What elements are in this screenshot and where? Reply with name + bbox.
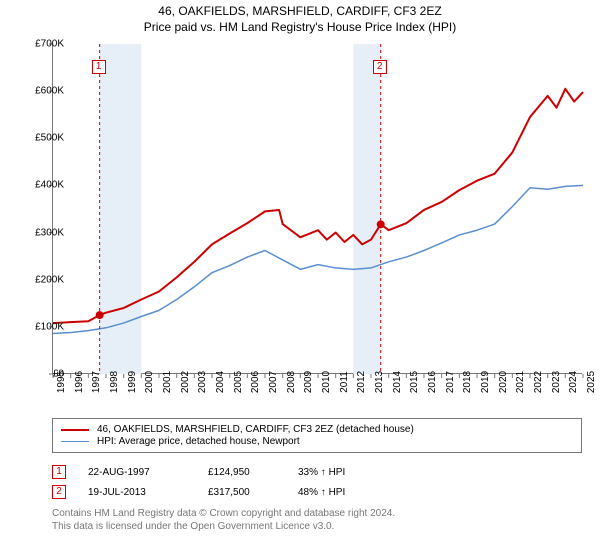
- sale-marker-2: 2: [373, 60, 387, 74]
- legend-swatch-hpi: [61, 441, 89, 442]
- legend: 46, OAKFIELDS, MARSHFIELD, CARDIFF, CF3 …: [52, 418, 582, 453]
- x-tick-label: 1996: [74, 371, 85, 393]
- sale-date-2: 19-JUL-2013: [88, 487, 208, 498]
- x-tick-label: 2015: [409, 371, 420, 393]
- x-tick-label: 2016: [427, 371, 438, 393]
- x-tick-label: 1997: [91, 371, 102, 393]
- sale-date-1: 22-AUG-1997: [88, 467, 208, 478]
- sales-table: 1 22-AUG-1997 £124,950 33% ↑ HPI 2 19-JU…: [52, 462, 388, 502]
- y-tick-label: £100K: [35, 321, 64, 332]
- x-tick-label: 2017: [445, 371, 456, 393]
- legend-label-price-paid: 46, OAKFIELDS, MARSHFIELD, CARDIFF, CF3 …: [97, 424, 414, 435]
- legend-item-hpi: HPI: Average price, detached house, Newp…: [61, 436, 573, 447]
- x-tick-label: 2001: [162, 371, 173, 393]
- x-tick-label: 2009: [303, 371, 314, 393]
- sale-index-2: 2: [52, 485, 66, 499]
- x-tick-label: 2020: [498, 371, 509, 393]
- sale-price-2: £317,500: [208, 487, 298, 498]
- y-tick-label: £500K: [35, 133, 64, 144]
- x-tick-label: 2002: [180, 371, 191, 393]
- x-tick-label: 2003: [197, 371, 208, 393]
- y-tick-label: £600K: [35, 86, 64, 97]
- x-tick-label: 2025: [586, 371, 597, 393]
- x-tick-label: 2018: [462, 371, 473, 393]
- chart-title-block: 46, OAKFIELDS, MARSHFIELD, CARDIFF, CF3 …: [0, 0, 600, 34]
- chart-title: 46, OAKFIELDS, MARSHFIELD, CARDIFF, CF3 …: [0, 4, 600, 18]
- x-tick-label: 2007: [268, 371, 279, 393]
- x-tick-label: 2008: [286, 371, 297, 393]
- x-tick-label: 2023: [551, 371, 562, 393]
- sale-hpi-1: 33% ↑ HPI: [298, 467, 388, 478]
- legend-item-price-paid: 46, OAKFIELDS, MARSHFIELD, CARDIFF, CF3 …: [61, 424, 573, 435]
- x-tick-label: 2019: [480, 371, 491, 393]
- y-tick-label: £300K: [35, 227, 64, 238]
- x-tick-label: 2021: [515, 371, 526, 393]
- attribution-line1: Contains HM Land Registry data © Crown c…: [52, 508, 395, 521]
- sale-marker-1: 1: [92, 60, 106, 74]
- y-tick-label: £200K: [35, 274, 64, 285]
- x-tick-label: 2024: [568, 371, 579, 393]
- sale-price-1: £124,950: [208, 467, 298, 478]
- x-tick-label: 2010: [321, 371, 332, 393]
- chart-svg: [53, 44, 583, 374]
- x-tick-label: 1995: [56, 371, 67, 393]
- x-tick-label: 1999: [127, 371, 138, 393]
- x-tick-label: 2013: [374, 371, 385, 393]
- x-tick-label: 2005: [233, 371, 244, 393]
- x-tick-label: 2011: [339, 371, 350, 393]
- attribution-line2: This data is licensed under the Open Gov…: [52, 521, 395, 534]
- y-tick-label: £700K: [35, 39, 64, 50]
- x-tick-label: 2004: [215, 371, 226, 393]
- chart-plot-area: [52, 44, 582, 374]
- legend-swatch-price-paid: [61, 429, 89, 431]
- sale-hpi-2: 48% ↑ HPI: [298, 487, 388, 498]
- x-tick-label: 2014: [392, 371, 403, 393]
- sales-row: 1 22-AUG-1997 £124,950 33% ↑ HPI: [52, 462, 388, 482]
- x-tick-label: 2022: [533, 371, 544, 393]
- sale-index-1: 1: [52, 465, 66, 479]
- y-tick-label: £400K: [35, 180, 64, 191]
- x-tick-label: 2000: [144, 371, 155, 393]
- sales-row: 2 19-JUL-2013 £317,500 48% ↑ HPI: [52, 482, 388, 502]
- x-tick-label: 1998: [109, 371, 120, 393]
- chart-subtitle: Price paid vs. HM Land Registry's House …: [0, 20, 600, 34]
- legend-label-hpi: HPI: Average price, detached house, Newp…: [97, 436, 300, 447]
- x-tick-label: 2006: [250, 371, 261, 393]
- x-tick-label: 2012: [356, 371, 367, 393]
- attribution: Contains HM Land Registry data © Crown c…: [52, 508, 395, 533]
